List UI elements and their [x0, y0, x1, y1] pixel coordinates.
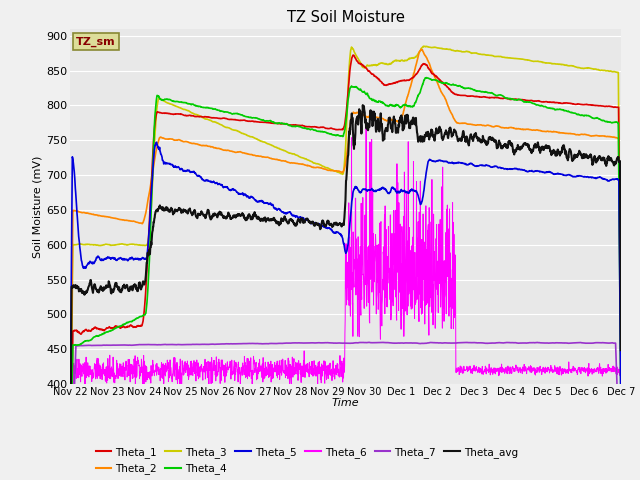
Theta_3 [420, 43, 428, 49]
Theta_5 [335, 230, 342, 236]
Theta_7 [365, 339, 373, 345]
Y-axis label: Soil Moisture (mV): Soil Moisture (mV) [33, 155, 42, 258]
Theta_2 [601, 133, 609, 139]
Theta_6 [617, 368, 625, 374]
Theta_avg [601, 158, 609, 164]
Theta_7 [500, 340, 508, 346]
Line: Theta_5: Theta_5 [70, 142, 621, 406]
Theta_2 [319, 166, 327, 172]
Line: Theta_1: Theta_1 [70, 55, 621, 480]
Theta_7 [601, 340, 609, 346]
Theta_3 [334, 169, 342, 175]
Theta_1 [95, 326, 102, 332]
Theta_5 [617, 403, 625, 409]
Theta_7 [319, 340, 327, 346]
Theta_2 [500, 125, 508, 131]
Theta_4 [319, 129, 327, 135]
Theta_7 [334, 340, 342, 346]
Theta_6 [362, 117, 370, 123]
Theta_3 [601, 68, 609, 73]
Theta_2 [95, 213, 102, 218]
Theta_3 [67, 451, 74, 456]
Line: Theta_7: Theta_7 [70, 342, 621, 480]
Line: Theta_3: Theta_3 [70, 46, 621, 454]
Theta_5 [320, 224, 328, 230]
Theta_1 [601, 104, 609, 109]
Theta_5 [601, 176, 609, 182]
Theta_4 [617, 390, 625, 396]
Theta_3 [601, 68, 609, 73]
Theta_4 [423, 75, 431, 81]
Theta_6 [81, 385, 89, 391]
Theta_4 [601, 119, 609, 124]
Theta_4 [95, 333, 102, 339]
Theta_1 [334, 127, 342, 132]
Theta_avg [601, 157, 609, 163]
Theta_avg [319, 219, 327, 225]
Theta_3 [617, 365, 625, 371]
Theta_3 [319, 164, 327, 169]
Theta_4 [601, 119, 609, 124]
Theta_6 [602, 366, 609, 372]
Theta_6 [601, 368, 609, 374]
Title: TZ Soil Moisture: TZ Soil Moisture [287, 10, 404, 25]
Theta_5 [500, 166, 508, 172]
Theta_5 [95, 254, 102, 260]
Theta_1 [349, 52, 357, 58]
Theta_avg [334, 221, 342, 227]
Theta_4 [500, 94, 508, 100]
Theta_2 [601, 133, 609, 139]
Theta_1 [617, 351, 625, 357]
Theta_2 [617, 368, 625, 374]
Line: Theta_avg: Theta_avg [70, 105, 621, 475]
Theta_6 [95, 360, 102, 366]
Theta_1 [601, 104, 609, 109]
Line: Theta_4: Theta_4 [70, 78, 621, 480]
Theta_7 [95, 342, 102, 348]
Theta_3 [500, 54, 508, 60]
Text: TZ_sm: TZ_sm [76, 37, 116, 47]
Theta_1 [319, 124, 327, 130]
Theta_5 [67, 386, 74, 392]
Theta_6 [320, 365, 328, 371]
Theta_7 [601, 340, 609, 346]
Theta_4 [334, 132, 342, 138]
Theta_5 [153, 139, 161, 145]
Legend: Theta_1, Theta_2, Theta_3, Theta_4, Theta_5, Theta_6, Theta_7, Theta_avg: Theta_1, Theta_2, Theta_3, Theta_4, Thet… [92, 443, 523, 478]
Theta_avg [617, 347, 625, 353]
Theta_avg [500, 143, 508, 148]
Line: Theta_2: Theta_2 [70, 49, 621, 436]
Theta_2 [417, 46, 425, 52]
Theta_avg [95, 289, 102, 295]
Theta_5 [601, 176, 609, 182]
Theta_2 [67, 433, 74, 439]
Theta_avg [67, 472, 74, 478]
Theta_2 [334, 168, 342, 174]
Theta_6 [500, 367, 508, 372]
Theta_1 [500, 95, 508, 101]
Theta_6 [335, 373, 342, 379]
Theta_avg [359, 102, 367, 108]
Theta_3 [95, 242, 102, 248]
X-axis label: Time: Time [332, 398, 360, 408]
Line: Theta_6: Theta_6 [70, 120, 621, 388]
Theta_6 [67, 355, 74, 361]
